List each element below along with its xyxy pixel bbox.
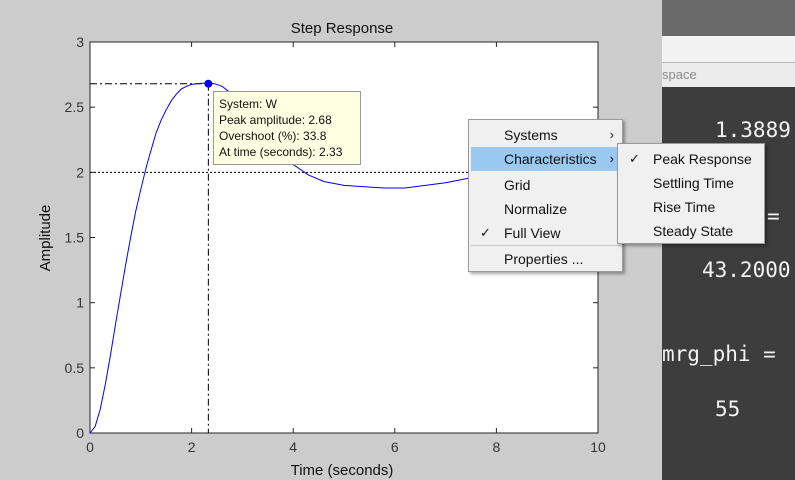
y-tick-label: 2 <box>76 164 84 180</box>
menu-item-normalize[interactable]: Normalize <box>471 197 620 221</box>
menu-item-label: Systems <box>504 127 558 143</box>
datatip-time: At time (seconds): 2.33 <box>219 145 343 159</box>
submenu-item-settling-time[interactable]: Settling Time <box>620 171 762 195</box>
y-axis-label: Amplitude <box>37 205 54 272</box>
submenu-arrow-icon: › <box>609 151 614 166</box>
datatip-peak-amplitude: Peak amplitude: 2.68 <box>219 113 332 127</box>
y-tick-label: 0 <box>76 425 84 441</box>
peak-response-marker[interactable] <box>204 79 213 88</box>
check-icon: ✓ <box>480 225 491 240</box>
y-tick-label: 3 <box>76 34 84 50</box>
x-tick-label: 8 <box>493 439 501 455</box>
context-menu: Systems › Characteristics › Grid Normali… <box>468 119 623 272</box>
submenu-arrow-icon: › <box>609 127 614 142</box>
submenu-item-peak-response[interactable]: ✓ Peak Response <box>620 147 762 171</box>
characteristic-guides <box>90 83 598 433</box>
check-icon: ✓ <box>629 151 640 166</box>
y-tick-label: 0.5 <box>65 360 85 376</box>
menu-item-full-view[interactable]: ✓ Full View <box>471 221 620 245</box>
menu-item-label: Peak Response <box>653 151 752 167</box>
y-tick-label: 1 <box>76 295 84 311</box>
panel-toolbar[interactable] <box>662 36 795 63</box>
x-tick-label: 6 <box>391 439 399 455</box>
workspace-tab[interactable]: space <box>662 63 795 87</box>
x-tick-label: 0 <box>86 439 94 455</box>
y-tick-label: 1.5 <box>65 230 85 246</box>
chart-title: Step Response <box>291 20 394 37</box>
peak-datatip: System: W Peak amplitude: 2.68 Overshoot… <box>213 91 361 165</box>
series-line-W[interactable] <box>89 82 599 434</box>
menu-item-label: Settling Time <box>653 175 734 191</box>
x-tick-label: 10 <box>590 439 606 455</box>
output-line: mrg_phi = <box>662 342 776 366</box>
y-tick-label: 2.5 <box>65 99 85 115</box>
menu-item-label: Full View <box>504 225 561 241</box>
workspace-tab-label: space <box>662 67 697 82</box>
menu-item-properties[interactable]: Properties ... <box>471 247 620 271</box>
output-line: = <box>767 204 780 228</box>
x-tick-label: 4 <box>289 439 297 455</box>
menu-item-systems[interactable]: Systems › <box>471 123 620 147</box>
output-line: 1.3889 <box>715 118 791 142</box>
x-axis-label: Time (seconds) <box>291 462 394 479</box>
x-tick-label: 2 <box>188 439 196 455</box>
axis-ticks: 0 2 4 6 8 10 0 0.5 1 1.5 2 2.5 3 <box>65 34 606 455</box>
output-line: 55 <box>715 397 741 421</box>
menu-item-label: Rise Time <box>653 199 716 215</box>
menu-item-label: Properties ... <box>504 251 584 267</box>
characteristics-submenu: ✓ Peak Response Settling Time Rise Time … <box>617 143 765 244</box>
submenu-item-steady-state[interactable]: Steady State <box>620 219 762 243</box>
datatip-overshoot: Overshoot (%): 33.8 <box>219 129 327 143</box>
output-line: 43.2000 <box>702 258 791 282</box>
menu-item-grid[interactable]: Grid <box>471 173 620 197</box>
menu-separator <box>471 245 620 246</box>
datatip-system: System: W <box>219 97 278 111</box>
menu-item-label: Steady State <box>653 223 734 239</box>
menu-item-characteristics[interactable]: Characteristics › <box>471 147 620 171</box>
menu-item-label: Grid <box>504 177 531 193</box>
submenu-item-rise-time[interactable]: Rise Time <box>620 195 762 219</box>
menu-item-label: Characteristics <box>504 151 597 167</box>
menu-item-label: Normalize <box>504 201 568 217</box>
panel-header <box>662 0 795 36</box>
